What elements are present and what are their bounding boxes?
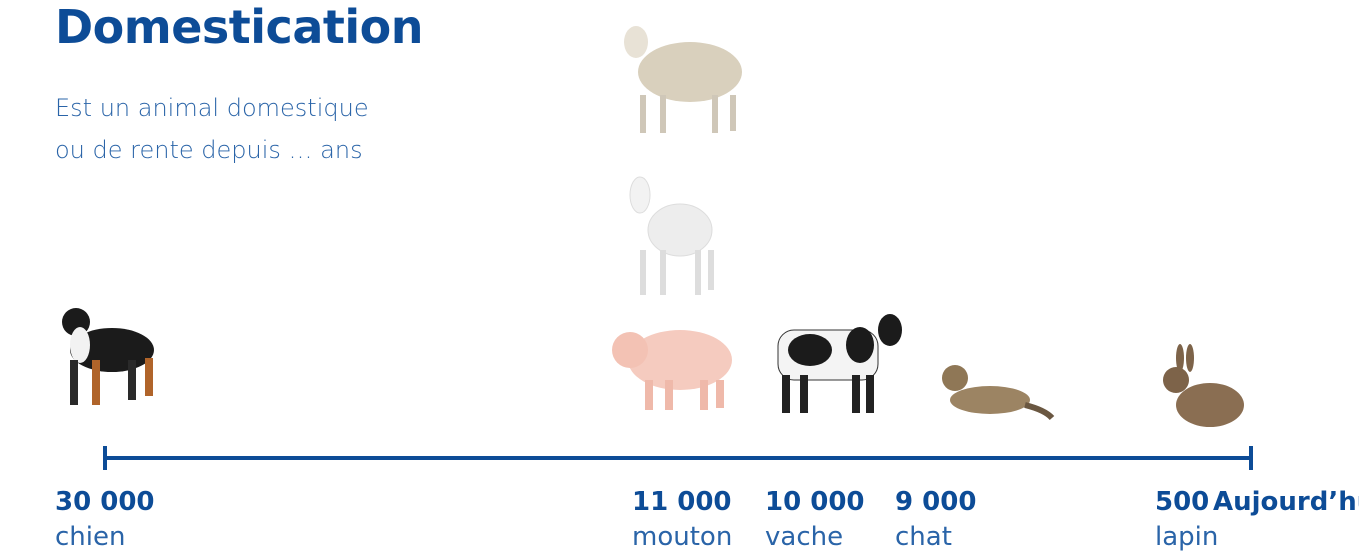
pig-icon [612,330,732,410]
sheep-icon [624,26,742,133]
animal-label: chien [55,522,125,552]
animal-label: chat [895,522,952,552]
years-label: 10 000 [765,487,865,517]
title: Domestication [55,0,423,54]
illustration [0,0,1359,542]
years-label: 500 [1155,487,1209,517]
end-label: Aujourd’hui [1213,487,1359,517]
rabbit-icon [1163,344,1244,427]
cow-icon [778,314,902,413]
dog-icon [62,308,154,405]
cat-icon [942,365,1052,418]
page: Domestication Est un animal domestique o… [0,0,1359,542]
years-label: 9 000 [895,487,976,517]
years-label: 30 000 [55,487,155,517]
animal-label: lapin [1155,522,1218,552]
goat-icon [630,177,714,295]
animal-label: mouton [632,522,732,552]
animal-label: vache [765,522,843,552]
subtitle-line: Est un animal domestique [55,94,369,122]
years-label: 11 000 [632,487,732,517]
subtitle-line: ou de rente depuis … ans [55,136,363,164]
